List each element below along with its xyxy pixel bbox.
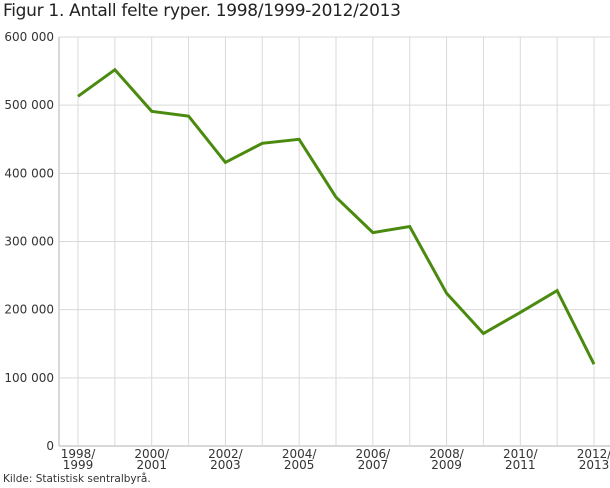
y-tick-label: 400 000 [4, 166, 54, 180]
x-tick-label: 2010/ [503, 447, 539, 461]
x-tick-label: 1998/ [61, 447, 97, 461]
y-tick-label: 500 000 [4, 98, 54, 112]
x-axis-ticks: 1998/1999 2000/2001 2002/2003 2004/2005 2006… [61, 447, 610, 472]
x-tick-label: 2004/ [282, 447, 318, 461]
horizontal-gridlines [59, 36, 610, 447]
x-tick-label: 1999 [63, 458, 94, 472]
y-tick-label: 300 000 [4, 235, 54, 249]
x-tick-label: 2003 [210, 458, 241, 472]
x-tick-label: 2009 [431, 458, 462, 472]
y-tick-label: 0 [46, 439, 54, 453]
source-note: Kilde: Statistisk sentralbyrå. [3, 473, 151, 485]
x-tick-label: 2013 [579, 458, 610, 472]
y-axis-ticks: 0 100 000 200 000 300 000 400 000 500 000 600 … [4, 30, 54, 453]
data-line [77, 67, 596, 365]
y-tick-label: 200 000 [4, 303, 54, 317]
x-tick-label: 2007 [358, 458, 389, 472]
y-tick-label: 600 000 [4, 30, 54, 44]
chart-title: Figur 1. Antall felte ryper. 1998/1999-2… [3, 1, 401, 21]
x-tick-label: 2001 [136, 458, 167, 472]
vertical-gridlines [77, 37, 595, 446]
x-tick-label: 2012/ [577, 447, 610, 461]
x-tick-label: 2000/ [134, 447, 170, 461]
x-tick-label: 2011 [505, 458, 536, 472]
x-tick-label: 2008/ [429, 447, 465, 461]
x-tick-label: 2006/ [356, 447, 392, 461]
y-tick-label: 100 000 [4, 371, 54, 385]
x-tick-label: 2005 [284, 458, 315, 472]
x-tick-label: 2002/ [208, 447, 244, 461]
